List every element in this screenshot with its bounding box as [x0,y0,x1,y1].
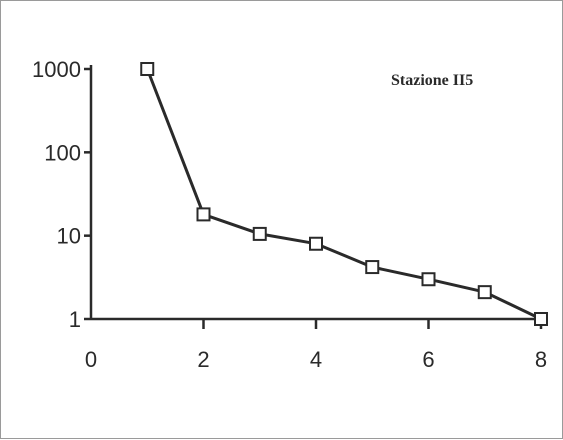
x-tick-label: 8 [535,347,547,372]
x-tick-label: 2 [197,347,209,372]
data-point [140,62,155,76]
y-tick-label: 1000 [32,57,81,82]
x-tick-label: 6 [422,347,434,372]
x-tick-label: 0 [85,347,97,372]
data-point [309,236,323,251]
data-point [365,260,380,275]
y-tick-label: 10 [57,224,81,249]
x-tick-label: 4 [310,347,322,372]
y-tick-label: 100 [44,140,81,165]
axes: 1 10 100 1000 0 2 4 6 8 [32,57,547,372]
chart-annotation: Stazione II5 [391,72,473,89]
y-tick-label: 1 [69,307,81,332]
series-line [145,68,542,321]
data-point [421,272,436,287]
data-point [252,226,267,241]
data-point [477,285,492,300]
data-point [196,207,211,222]
series-group [140,62,548,326]
data-point [534,312,548,326]
